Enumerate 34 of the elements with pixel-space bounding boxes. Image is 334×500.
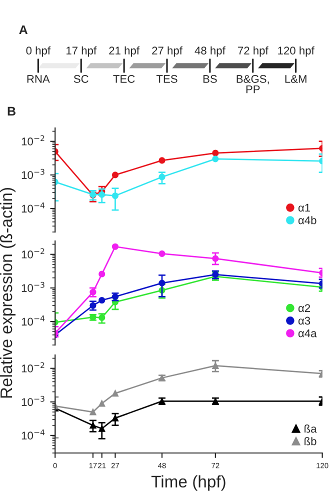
text: BS — [203, 75, 217, 83]
y-tick-label: 10$^{−4}$ — [22, 429, 45, 440]
legend-label: α4b — [298, 216, 316, 224]
legend-label: α3 — [298, 316, 310, 325]
y-tick-label: 10$^{−4}$ — [22, 316, 45, 326]
y-tick-label: 10$^{−2}$ — [22, 135, 44, 146]
y-tick-label: 10$^{−2}$ — [22, 362, 44, 372]
y-axis-title: Relative expression (ß-actin) — [0, 188, 16, 398]
y-tick-label: 10$^{−3}$ — [22, 168, 44, 179]
category-label: 48 hpf — [194, 46, 226, 57]
text: A — [19, 25, 28, 34]
legend-label: α4a — [298, 329, 317, 338]
category-label: 27 hpf — [152, 46, 182, 57]
legend-label: ßa — [304, 424, 317, 433]
y-tick-label: 10$^{−3}$ — [22, 282, 44, 292]
y-tick-label: 10$^{−4}$ — [22, 202, 45, 213]
text: TES — [156, 75, 178, 83]
legend-label: ßb — [304, 437, 316, 446]
text: TEC — [113, 75, 135, 83]
category-label: 72 hpf — [238, 46, 268, 57]
text: L&M — [285, 75, 306, 83]
category-label: 21 hpf — [109, 46, 140, 57]
category-label: 0 hpf — [26, 46, 51, 57]
chart-title: B — [8, 106, 16, 116]
legend-label: α1 — [298, 204, 310, 212]
text: SC — [74, 75, 88, 83]
category-label: 17 hpf — [66, 46, 97, 57]
legend-label: α2 — [298, 304, 310, 312]
category-label: 120 hpf — [278, 46, 314, 57]
y-tick-label: 10$^{−3}$ — [22, 396, 44, 406]
y-tick-label: 10$^{−2}$ — [22, 248, 44, 258]
x-axis-title: Time (hpf) — [151, 475, 226, 491]
text: B&GS, PP — [236, 75, 269, 94]
text: RNA — [27, 75, 50, 83]
